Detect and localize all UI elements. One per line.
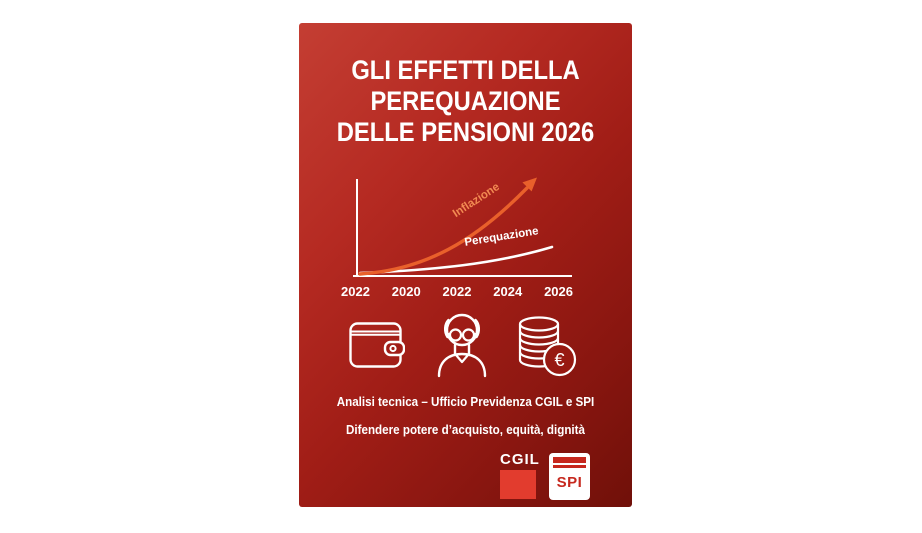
inflazione-label: Inflazione: [451, 181, 502, 220]
cgil-logo-text: CGIL: [500, 451, 540, 468]
wallet-icon: [349, 322, 405, 368]
title-line-2: PEREQUAZIONE: [370, 86, 561, 116]
inflation-vs-indexation-chart: Inflazione Perequazione: [353, 177, 572, 277]
euro-symbol: €: [554, 350, 564, 370]
coins-euro-icon: €: [518, 316, 577, 377]
title-line-1: GLI EFFETTI DELLA: [351, 55, 580, 85]
inflazione-arrowhead: [522, 177, 537, 192]
title-line-3: DELLE PENSIONI 2026: [336, 117, 595, 147]
inflazione-curve: [358, 186, 529, 276]
spi-logo-text: SPI: [556, 473, 583, 491]
spi-logo: SPI: [549, 453, 590, 500]
footer-slogan: Difendere potere d’acquisto, equità, dig…: [345, 423, 585, 437]
x-tick: 2022: [442, 284, 472, 299]
spi-logo-bar: [553, 457, 586, 463]
pension-poster: GLI EFFETTI DELLA PEREQUAZIONE DELLE PEN…: [299, 23, 632, 507]
x-tick: 2022: [341, 284, 370, 299]
perequazione-label: Perequazione: [464, 225, 540, 249]
cgil-logo-square: [500, 470, 536, 499]
pensioner-icon: [437, 313, 487, 378]
x-tick: 2024: [493, 284, 523, 299]
x-tick: 2020: [391, 284, 421, 299]
poster-title: GLI EFFETTI DELLA PEREQUAZIONE DELLE PEN…: [319, 55, 612, 148]
chart-x-axis-labels: 2022 2020 2022 2024 2026: [341, 284, 573, 299]
footer-analysis-credit: Analisi tecnica – Ufficio Previdenza CGI…: [336, 395, 595, 409]
cgil-logo: CGIL: [500, 452, 540, 499]
spi-logo-bar: [553, 465, 586, 468]
x-tick: 2026: [544, 284, 573, 299]
